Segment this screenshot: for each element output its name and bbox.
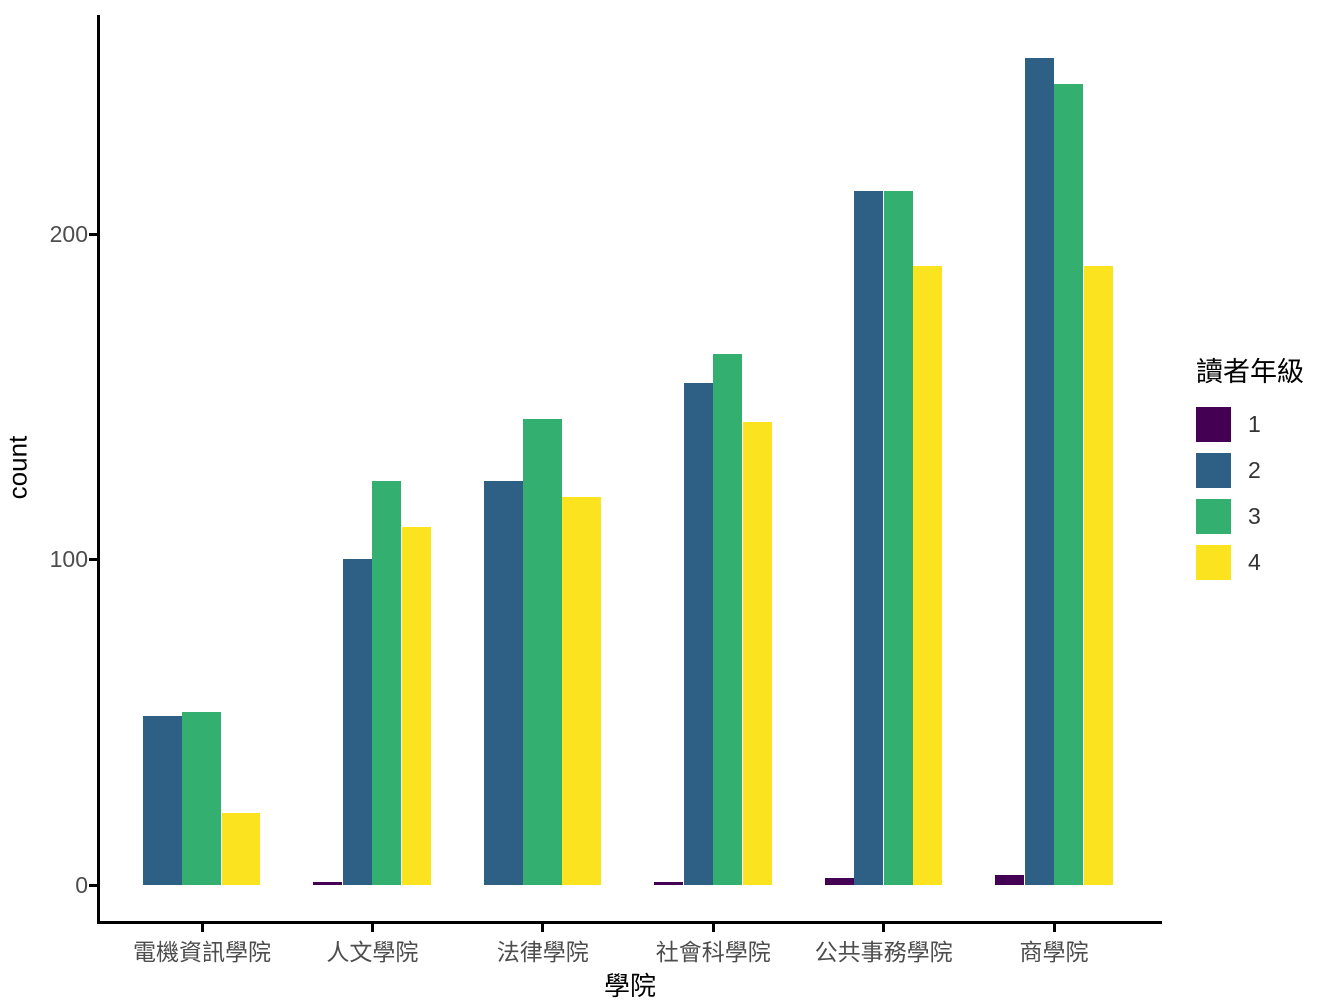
bar-grade1-4 [654, 881, 684, 885]
x-tick-label: 法律學院 [496, 939, 589, 965]
y-axis-line [97, 15, 100, 924]
x-axis-title: 學院 [603, 971, 656, 1001]
bar-grade3-3 [523, 419, 562, 885]
x-tick-label: 商學院 [1019, 939, 1089, 965]
y-tick-label: 0 [75, 872, 88, 898]
legend-title: 讀者年級 [1196, 357, 1304, 387]
legend-entry-4: 4 [1196, 545, 1304, 580]
x-tick-mark [200, 924, 204, 932]
x-tick-mark [882, 924, 886, 932]
x-tick-mark [541, 924, 545, 932]
bar-grade3-2 [372, 481, 402, 885]
y-tick-mark [89, 884, 97, 887]
y-tick-label: 200 [49, 220, 88, 247]
y-tick-mark [89, 232, 97, 236]
x-tick-mark [711, 924, 715, 932]
x-tick-mark [1052, 924, 1056, 932]
x-tick-label: 社會科學院 [655, 939, 771, 965]
legend: 讀者年級 1 2 3 4 [1196, 350, 1304, 591]
legend-entries: 1 2 3 4 [1196, 407, 1304, 580]
bar-grade4-4 [742, 422, 772, 885]
legend-swatch-1 [1196, 407, 1231, 442]
bar-grade4-2 [401, 526, 431, 885]
x-axis-line [97, 921, 1162, 924]
legend-label-4: 4 [1248, 549, 1261, 575]
legend-label-2: 2 [1248, 457, 1261, 483]
bar-grade4-5 [913, 266, 943, 885]
legend-label-1: 1 [1248, 411, 1261, 437]
bar-grade3-4 [713, 354, 743, 885]
legend-entry-3: 3 [1196, 499, 1304, 534]
legend-swatch-2 [1196, 453, 1231, 488]
bar-grade3-1 [182, 712, 222, 885]
y-axis-title: count [2, 435, 33, 500]
bar-grade3-5 [883, 191, 913, 885]
bar-grade1-2 [313, 881, 343, 885]
bar-grade1-6 [995, 875, 1024, 885]
bar-grade3-6 [1054, 83, 1083, 885]
x-tick-label: 公共事務學院 [814, 939, 953, 965]
bar-grade4-6 [1083, 266, 1113, 885]
x-tick-mark [370, 924, 374, 932]
bar-grade2-4 [683, 383, 713, 885]
y-tick-label: 100 [49, 546, 88, 573]
bar-grade2-2 [342, 559, 372, 885]
bar-grade2-3 [483, 481, 523, 885]
bar-grade2-6 [1024, 57, 1054, 885]
x-tick-label: 人文學院 [326, 939, 419, 965]
bar-grade1-5 [824, 878, 854, 885]
bar-grade4-3 [562, 497, 602, 885]
bar-grade2-5 [854, 191, 884, 885]
legend-entry-2: 2 [1196, 453, 1304, 488]
bar-grade4-1 [221, 813, 261, 885]
legend-label-3: 3 [1248, 503, 1261, 529]
legend-entry-1: 1 [1196, 407, 1304, 442]
y-tick-mark [89, 558, 97, 562]
x-tick-label: 電機資訊學院 [133, 939, 271, 965]
legend-swatch-3 [1196, 499, 1231, 534]
bar-grade2-1 [143, 715, 182, 885]
legend-swatch-4 [1196, 545, 1231, 580]
